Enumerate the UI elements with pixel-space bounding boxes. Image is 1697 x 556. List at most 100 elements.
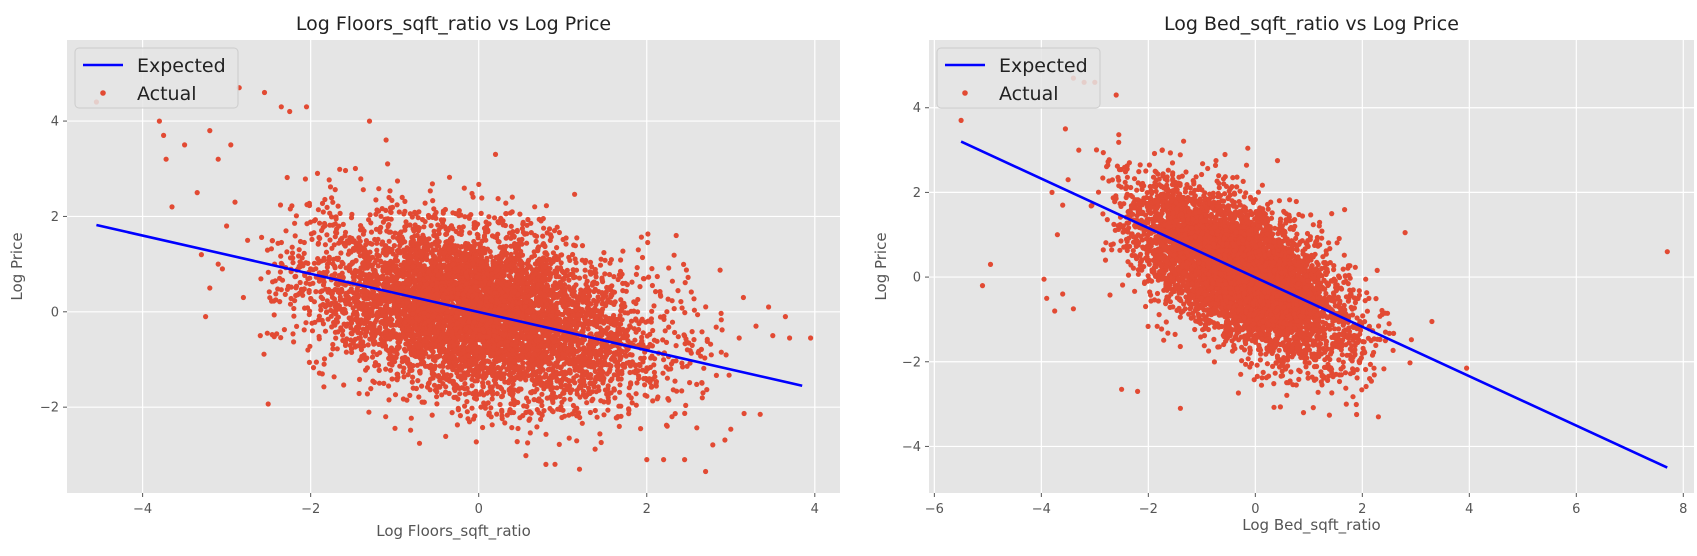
data-point: [303, 320, 309, 326]
data-point: [620, 334, 626, 341]
data-point: [664, 309, 670, 315]
data-point: [339, 286, 345, 292]
data-point: [494, 391, 500, 397]
data-point: [300, 292, 306, 298]
data-point: [546, 361, 552, 367]
data-point: [419, 383, 425, 389]
data-point: [525, 440, 531, 446]
data-point: [584, 400, 590, 406]
data-point: [388, 209, 394, 215]
data-point: [385, 161, 391, 167]
data-point: [512, 243, 519, 249]
data-point: [461, 185, 467, 191]
data-point: [576, 316, 582, 322]
data-point: [423, 281, 429, 287]
data-point: [385, 348, 392, 354]
data-point: [282, 291, 288, 297]
data-point: [573, 260, 579, 266]
data-point: [618, 413, 624, 419]
data-point: [289, 244, 295, 250]
data-point: [429, 181, 435, 187]
data-point: [306, 311, 312, 318]
data-point: [489, 275, 495, 282]
data-point: [299, 255, 305, 261]
data-point: [572, 191, 578, 197]
data-point: [445, 330, 451, 336]
data-point: [679, 360, 685, 366]
data-point: [476, 181, 482, 187]
data-point: [634, 380, 640, 386]
data-point: [284, 249, 290, 255]
data-point: [567, 367, 573, 373]
data-point: [503, 243, 509, 249]
data-point: [308, 266, 314, 272]
data-point: [292, 274, 298, 280]
data-point: [416, 440, 423, 446]
data-point: [323, 249, 330, 255]
data-point: [402, 348, 408, 354]
data-point: [602, 271, 608, 277]
data-point: [639, 316, 645, 322]
data-point: [324, 204, 330, 210]
data-point: [579, 307, 585, 313]
data-point: [512, 398, 518, 405]
data-point: [364, 365, 370, 371]
data-point: [617, 382, 623, 388]
data-point: [264, 247, 271, 253]
data-point: [663, 422, 670, 428]
data-point: [664, 375, 671, 381]
data-point: [330, 222, 336, 228]
data-point: [636, 326, 642, 333]
data-point: [369, 354, 376, 360]
data-point: [314, 170, 321, 176]
data-point: [663, 339, 670, 345]
data-point: [579, 243, 586, 249]
data-point: [312, 319, 318, 325]
data-point: [508, 243, 514, 249]
data-point: [452, 347, 458, 353]
data-point: [592, 368, 598, 374]
data-point: [360, 187, 366, 193]
data-point: [531, 249, 537, 255]
data-point: [307, 281, 313, 287]
data-point: [368, 386, 374, 392]
data-point: [313, 266, 319, 272]
data-point: [456, 208, 462, 214]
data-point: [571, 242, 577, 248]
data-point: [409, 379, 415, 385]
data-point: [344, 321, 351, 327]
data-point: [672, 378, 678, 384]
data-point: [292, 233, 298, 239]
data-point: [278, 239, 284, 246]
data-point: [408, 427, 414, 433]
data-point: [618, 297, 624, 303]
data-point: [316, 234, 322, 241]
data-point: [421, 244, 427, 251]
data-point: [674, 388, 680, 394]
data-point: [386, 238, 392, 244]
data-point: [395, 339, 401, 345]
data-point: [557, 316, 563, 322]
data-point: [371, 379, 377, 385]
data-point: [320, 209, 326, 215]
data-point: [564, 293, 570, 299]
data-point: [372, 236, 378, 243]
data-point: [358, 176, 364, 182]
data-point: [617, 268, 624, 274]
data-point: [266, 289, 272, 295]
data-point: [497, 244, 503, 250]
data-point: [433, 209, 439, 215]
data-point: [456, 224, 462, 230]
data-point: [566, 254, 572, 260]
data-point: [389, 376, 395, 382]
data-point: [554, 245, 560, 251]
data-point: [615, 276, 621, 283]
data-point: [400, 266, 406, 272]
data-point: [672, 411, 678, 417]
data-point: [602, 257, 608, 263]
data-point: [337, 166, 343, 172]
data-point: [376, 186, 382, 192]
data-point: [539, 412, 545, 418]
data-point: [376, 380, 382, 386]
